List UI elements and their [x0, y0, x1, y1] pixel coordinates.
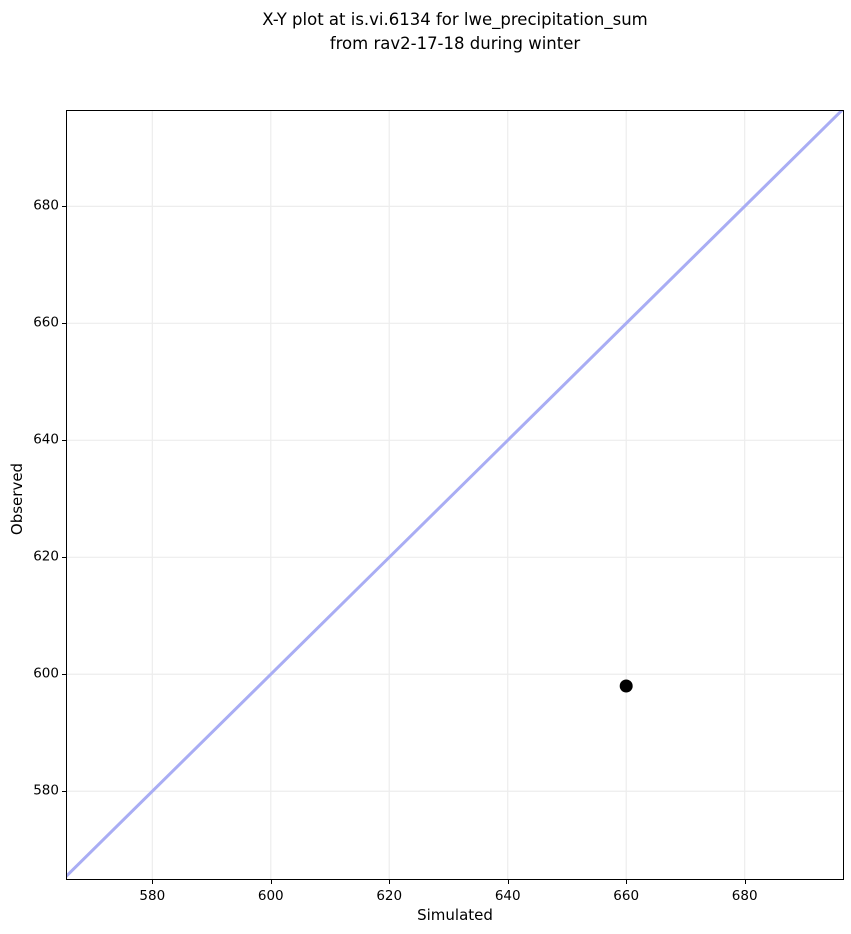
x-tick-label: 600: [257, 888, 284, 904]
x-tick-mark: [152, 880, 154, 884]
y-tick-label: 620: [33, 548, 59, 565]
y-tick-label: 580: [33, 782, 59, 799]
x-tick-mark: [744, 880, 746, 884]
x-tick-label: 680: [731, 888, 758, 904]
y-tick-mark: [62, 557, 66, 559]
y-tick-mark: [62, 323, 66, 325]
plot-canvas: [67, 111, 843, 879]
x-tick-mark: [507, 880, 509, 884]
y-tick-mark: [62, 206, 66, 208]
x-tick-label: 620: [376, 888, 403, 904]
x-tick-label: 660: [613, 888, 640, 904]
y-tick-label: 680: [33, 197, 59, 214]
x-tick-label: 640: [494, 888, 521, 904]
y-tick-label: 640: [33, 431, 59, 448]
x-tick-mark: [270, 880, 272, 884]
identity-line: [67, 111, 843, 878]
y-tick-label: 600: [33, 665, 59, 682]
y-tick-mark: [62, 440, 66, 442]
x-tick-mark: [389, 880, 391, 884]
data-point: [619, 679, 633, 693]
y-tick-mark: [62, 791, 66, 793]
y-axis-label: Observed: [8, 462, 26, 536]
y-tick-label: 660: [33, 314, 59, 331]
plot-area: [66, 110, 844, 880]
x-tick-mark: [626, 880, 628, 884]
chart-title: X-Y plot at is.vi.6134 for lwe_precipita…: [262, 10, 648, 53]
x-axis-label: Simulated: [417, 906, 493, 924]
y-tick-mark: [62, 674, 66, 676]
x-tick-label: 580: [139, 888, 166, 904]
